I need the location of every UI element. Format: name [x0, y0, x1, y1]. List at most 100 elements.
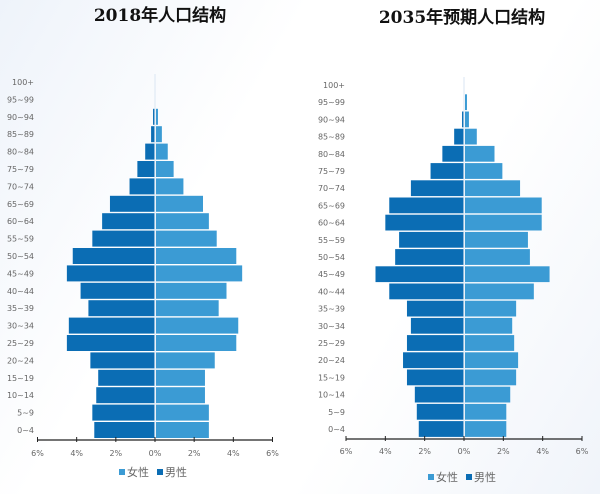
chart-title-2018: 2018年人口结构	[94, 5, 226, 26]
female-bar	[465, 94, 467, 111]
female-bar	[465, 128, 477, 145]
category-label: 90~94	[7, 113, 34, 122]
x-tick-label: 0%	[458, 447, 471, 456]
legend-swatch-male	[157, 469, 163, 475]
female-bar	[156, 422, 209, 438]
x-tick-label: 6%	[576, 447, 589, 456]
x-tick-label: 0%	[149, 449, 162, 458]
male-bar	[410, 180, 464, 197]
x-tick-label: 4%	[70, 449, 83, 458]
male-bar	[94, 422, 155, 438]
x-tick-label: 2%	[188, 449, 201, 458]
female-bar	[156, 230, 217, 247]
chart-title-2035: 2035年预期人口结构	[379, 7, 545, 28]
female-bar	[465, 335, 515, 351]
x-tick-label: 4%	[536, 447, 549, 456]
male-bar	[153, 108, 155, 125]
category-label: 55~59	[318, 236, 345, 245]
category-label: 40~44	[318, 287, 345, 296]
category-label: 40~44	[7, 287, 34, 296]
x-tick-label: 4%	[379, 447, 392, 456]
category-label: 10~14	[7, 391, 34, 400]
female-bar	[465, 111, 469, 128]
legend-swatch-female	[428, 474, 434, 480]
male-bar	[375, 266, 464, 283]
male-bar	[96, 387, 155, 404]
category-label: 25~29	[7, 339, 34, 348]
female-bar	[156, 352, 215, 369]
category-label: 30~34	[7, 322, 34, 331]
male-bar	[406, 369, 464, 386]
female-bar	[156, 265, 243, 282]
male-bar	[418, 421, 464, 437]
x-tick-label: 6%	[31, 449, 44, 458]
legend-label-male: 男性	[165, 465, 187, 479]
female-bar	[465, 214, 542, 231]
female-bar	[156, 161, 174, 177]
female-bar	[465, 421, 507, 437]
male-bar	[414, 386, 464, 403]
category-label: 45~49	[7, 269, 34, 278]
male-bar	[137, 161, 155, 177]
female-bar	[156, 335, 237, 351]
female-bar	[156, 143, 168, 160]
male-bar	[395, 249, 464, 265]
category-label: 100+	[12, 78, 34, 87]
male-bar	[88, 300, 155, 317]
category-label: 95~99	[318, 98, 345, 107]
male-bar	[90, 352, 155, 369]
category-label: 5~9	[17, 409, 34, 418]
female-bar	[465, 249, 530, 265]
female-bar	[156, 404, 209, 421]
category-label: 50~54	[318, 253, 345, 262]
x-tick-label: 4%	[227, 449, 240, 458]
female-bar	[465, 369, 517, 386]
male-bar	[385, 214, 464, 231]
category-label: 60~64	[7, 217, 34, 226]
category-label: 10~14	[318, 391, 345, 400]
male-bar	[80, 282, 155, 299]
category-label: 70~74	[7, 182, 34, 191]
female-bar	[156, 317, 239, 334]
category-label: 20~24	[318, 356, 345, 365]
category-label: 80~84	[318, 150, 345, 159]
male-bar	[406, 335, 464, 351]
female-bar	[465, 386, 511, 403]
category-label: 60~64	[318, 219, 345, 228]
legend-label-female: 女性	[436, 470, 458, 484]
female-bar	[465, 145, 495, 162]
male-bar	[72, 248, 155, 264]
female-bar	[465, 266, 550, 283]
category-label: 80~84	[7, 148, 34, 157]
male-bar	[403, 352, 464, 369]
category-label: 0~4	[328, 425, 345, 434]
male-bar	[129, 178, 155, 195]
legend-label-female: 女性	[127, 465, 149, 479]
category-label: 0~4	[17, 426, 34, 435]
category-label: 70~74	[318, 184, 345, 193]
category-label: 95~99	[7, 95, 34, 104]
female-bar	[465, 317, 513, 334]
male-bar	[109, 195, 155, 212]
female-bar	[465, 197, 542, 214]
legend-swatch-female	[119, 469, 125, 475]
female-bar	[156, 213, 209, 230]
category-label: 35~39	[7, 304, 34, 313]
male-bar	[399, 231, 464, 248]
male-bar	[151, 126, 155, 143]
female-bar	[156, 248, 237, 264]
category-label: 85~89	[7, 130, 34, 139]
x-tick-label: 2%	[418, 447, 431, 456]
male-bar	[442, 145, 464, 162]
category-label: 65~69	[7, 200, 34, 209]
male-bar	[430, 163, 464, 179]
male-bar	[389, 197, 464, 214]
male-bar	[98, 369, 155, 386]
x-tick-label: 6%	[266, 449, 279, 458]
category-label: 65~69	[318, 201, 345, 210]
male-bar	[66, 265, 155, 282]
female-bar	[156, 178, 184, 195]
category-label: 15~19	[318, 373, 345, 382]
category-label: 25~29	[318, 339, 345, 348]
